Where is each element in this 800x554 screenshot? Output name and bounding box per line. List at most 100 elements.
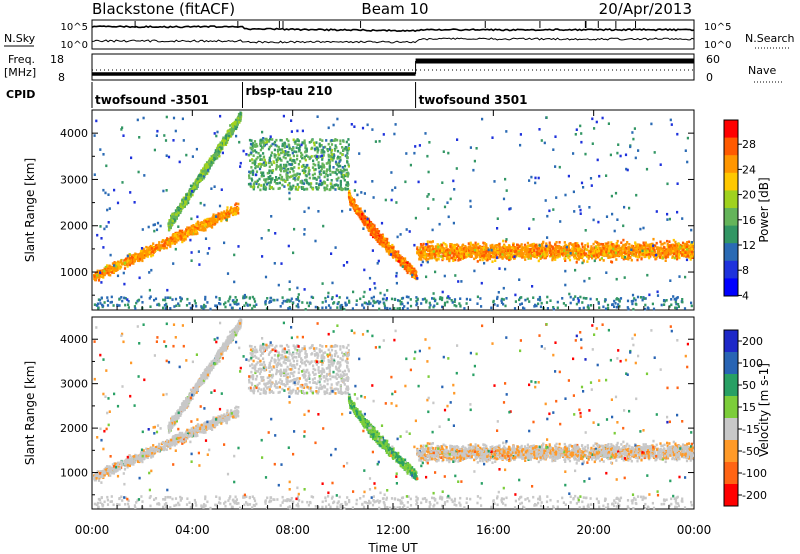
data-point — [164, 241, 167, 245]
data-point — [113, 270, 116, 273]
data-point — [302, 163, 305, 167]
data-point — [179, 207, 182, 210]
data-point — [214, 216, 217, 220]
data-point — [166, 238, 169, 241]
data-point — [191, 193, 194, 197]
data-point — [329, 188, 332, 191]
data-point — [411, 275, 414, 278]
data-point — [345, 140, 348, 144]
data-point — [575, 250, 578, 254]
data-point — [170, 217, 173, 221]
data-point — [359, 215, 362, 219]
data-point — [282, 150, 285, 153]
data-point — [239, 111, 242, 115]
data-point — [352, 201, 356, 205]
data-point — [256, 144, 259, 148]
data-point — [106, 271, 109, 275]
data-point — [300, 186, 303, 189]
data-point — [471, 243, 475, 247]
data-point — [239, 113, 242, 116]
data-point — [380, 234, 383, 237]
data-point — [483, 256, 486, 259]
data-point — [189, 195, 192, 198]
data-point — [442, 257, 445, 260]
data-point — [430, 256, 433, 260]
data-point — [269, 137, 272, 141]
data-point — [339, 179, 342, 183]
data-point — [615, 245, 618, 248]
data-point — [277, 187, 280, 190]
data-point — [146, 250, 149, 253]
data-point — [600, 242, 603, 246]
data-point — [254, 145, 257, 148]
data-point — [445, 246, 448, 249]
data-point — [219, 212, 222, 216]
data-point — [634, 254, 637, 257]
data-point — [587, 250, 590, 253]
data-point — [323, 186, 326, 190]
data-point — [288, 182, 291, 185]
data-point — [487, 255, 490, 258]
data-point — [346, 152, 349, 155]
data-point — [362, 221, 365, 225]
data-point — [508, 244, 511, 248]
data-point — [170, 236, 173, 240]
data-point — [501, 256, 504, 259]
data-point — [282, 166, 285, 170]
data-point — [335, 177, 338, 181]
data-point — [229, 135, 233, 138]
data-point — [321, 158, 324, 161]
data-point — [209, 225, 212, 228]
data-point — [441, 255, 444, 258]
data-point — [567, 245, 570, 248]
data-point — [415, 274, 418, 278]
data-point — [357, 210, 360, 213]
data-point — [185, 228, 188, 231]
data-point — [228, 132, 231, 135]
data-point — [225, 209, 229, 212]
data-point — [328, 148, 331, 151]
data-point — [366, 225, 369, 229]
data-point — [202, 167, 205, 170]
data-point — [263, 158, 266, 162]
data-point — [140, 255, 143, 258]
data-point — [375, 238, 378, 241]
data-point — [603, 250, 606, 254]
data-point — [454, 258, 457, 262]
data-point — [158, 247, 161, 251]
data-point — [96, 272, 99, 275]
data-point — [194, 225, 197, 229]
data-point — [481, 258, 484, 262]
data-point — [652, 237, 655, 241]
data-point — [231, 126, 234, 130]
data-point — [347, 163, 350, 166]
data-point — [372, 233, 375, 237]
data-point — [228, 212, 231, 216]
data-point — [172, 237, 175, 241]
data-point — [371, 224, 374, 228]
data-point — [171, 234, 174, 237]
data-point — [203, 219, 206, 223]
data-point — [586, 242, 589, 246]
data-point — [425, 257, 428, 261]
data-point — [201, 170, 204, 173]
data-point — [627, 257, 630, 261]
data-point — [289, 158, 292, 162]
data-point — [691, 256, 694, 259]
data-point — [393, 251, 396, 255]
data-point — [375, 229, 379, 232]
data-point — [172, 218, 175, 221]
data-point — [318, 142, 321, 146]
data-point — [117, 262, 120, 266]
data-point — [98, 270, 101, 273]
data-point — [181, 234, 185, 237]
data-point — [466, 255, 469, 258]
data-point — [378, 242, 381, 245]
data-point — [448, 255, 451, 259]
data-point — [312, 159, 315, 163]
data-point — [234, 127, 237, 131]
data-point — [320, 144, 323, 147]
data-point — [334, 171, 337, 174]
freq-label-line1: Freq. — [8, 53, 35, 66]
data-point — [576, 258, 579, 261]
